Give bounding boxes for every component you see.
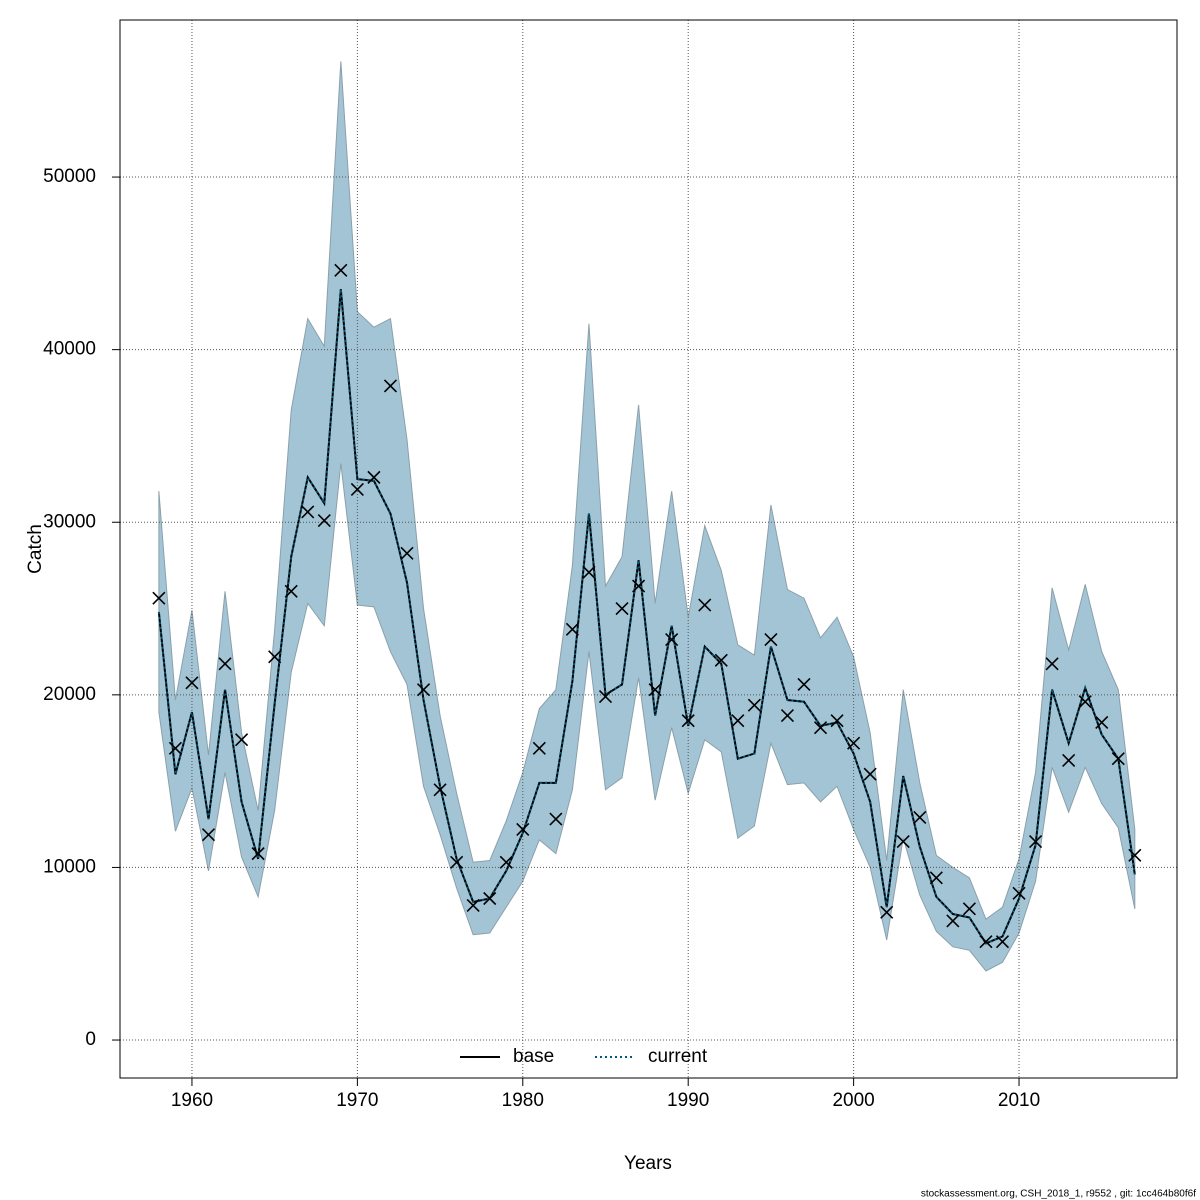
observation-marker — [847, 736, 861, 750]
observation-marker — [201, 828, 216, 842]
observation-marker — [896, 834, 910, 849]
observation-marker — [830, 714, 844, 728]
observation-marker — [466, 898, 480, 912]
y-tick-label: 0 — [85, 1029, 96, 1050]
observation-marker — [235, 733, 249, 747]
observation-marker — [698, 598, 712, 612]
observation-marker — [1111, 752, 1125, 766]
observation-marker — [598, 690, 613, 704]
observation-marker — [780, 708, 795, 723]
x-tick-label: 1970 — [336, 1090, 378, 1111]
observation-marker — [350, 482, 364, 497]
observation-marker — [764, 633, 778, 647]
observation-marker — [532, 741, 546, 755]
x-tick-label: 1990 — [667, 1090, 709, 1111]
observation-marker — [929, 871, 943, 885]
observation-marker — [582, 565, 596, 579]
series-line — [157, 289, 1136, 945]
observation-marker — [301, 505, 315, 519]
observation-marker — [152, 591, 166, 605]
observation-marker — [334, 263, 348, 277]
observation-marker — [251, 847, 265, 861]
x-tick-label: 1960 — [171, 1090, 213, 1111]
legend-label: base — [513, 1046, 554, 1067]
observation-marker — [797, 677, 811, 692]
observation-marker — [1095, 715, 1109, 730]
observation-marker — [268, 650, 282, 664]
observation-marker — [615, 601, 629, 616]
observation-marker — [185, 676, 199, 690]
observation-marker — [880, 905, 894, 919]
observation-marker — [913, 810, 927, 824]
observation-marker — [747, 698, 761, 712]
y-tick-label: 30000 — [43, 511, 96, 532]
observation-marker — [962, 902, 976, 916]
x-axis-label: Years — [624, 1153, 672, 1174]
observation-marker — [946, 914, 960, 928]
observation-marker — [995, 935, 1010, 949]
x-tick-label: 1980 — [502, 1090, 544, 1111]
observation-marker — [499, 855, 513, 869]
y-tick-label: 20000 — [43, 684, 96, 705]
observation-marker — [218, 657, 232, 671]
observation-marker — [863, 767, 877, 781]
observation-marker — [549, 812, 563, 826]
observation-marker — [284, 584, 298, 598]
observation-marker — [1062, 753, 1076, 767]
observation-marker — [483, 891, 497, 906]
observation-marker — [367, 470, 381, 484]
observation-marker — [632, 579, 646, 593]
observation-marker — [714, 653, 728, 667]
observation-marker — [168, 741, 182, 755]
observation-marker — [383, 379, 398, 393]
legend-label: current — [648, 1046, 708, 1067]
observation-marker — [665, 633, 679, 647]
y-tick-label: 50000 — [43, 166, 96, 187]
observation-marker — [450, 855, 464, 869]
plot-frame — [119, 19, 1178, 1079]
footer: stockassessment.org, CSH_2018_1, r9552 ,… — [921, 1189, 1196, 1200]
observation-marker — [1012, 886, 1026, 900]
observation-marker — [1045, 657, 1059, 671]
observation-marker — [516, 822, 530, 837]
observation-marker — [731, 714, 745, 728]
observation-marker — [400, 546, 414, 560]
observation-marker — [648, 683, 662, 697]
observation-marker — [433, 783, 447, 797]
observation-marker — [1078, 695, 1092, 709]
y-axis-label: Catch — [25, 524, 46, 574]
confidence-band — [158, 61, 1136, 972]
observation-marker — [317, 513, 331, 528]
observation-marker — [681, 714, 695, 728]
x-tick-label: 2000 — [832, 1090, 874, 1111]
observation-marker — [565, 622, 579, 636]
observation-marker — [416, 683, 431, 697]
observation-marker — [979, 935, 993, 949]
y-tick-label: 10000 — [43, 856, 96, 877]
x-tick-label: 2010 — [998, 1090, 1040, 1111]
observation-marker — [1029, 834, 1043, 849]
observation-marker — [1128, 848, 1142, 862]
observation-marker — [813, 721, 828, 735]
y-tick-label: 40000 — [43, 339, 96, 360]
